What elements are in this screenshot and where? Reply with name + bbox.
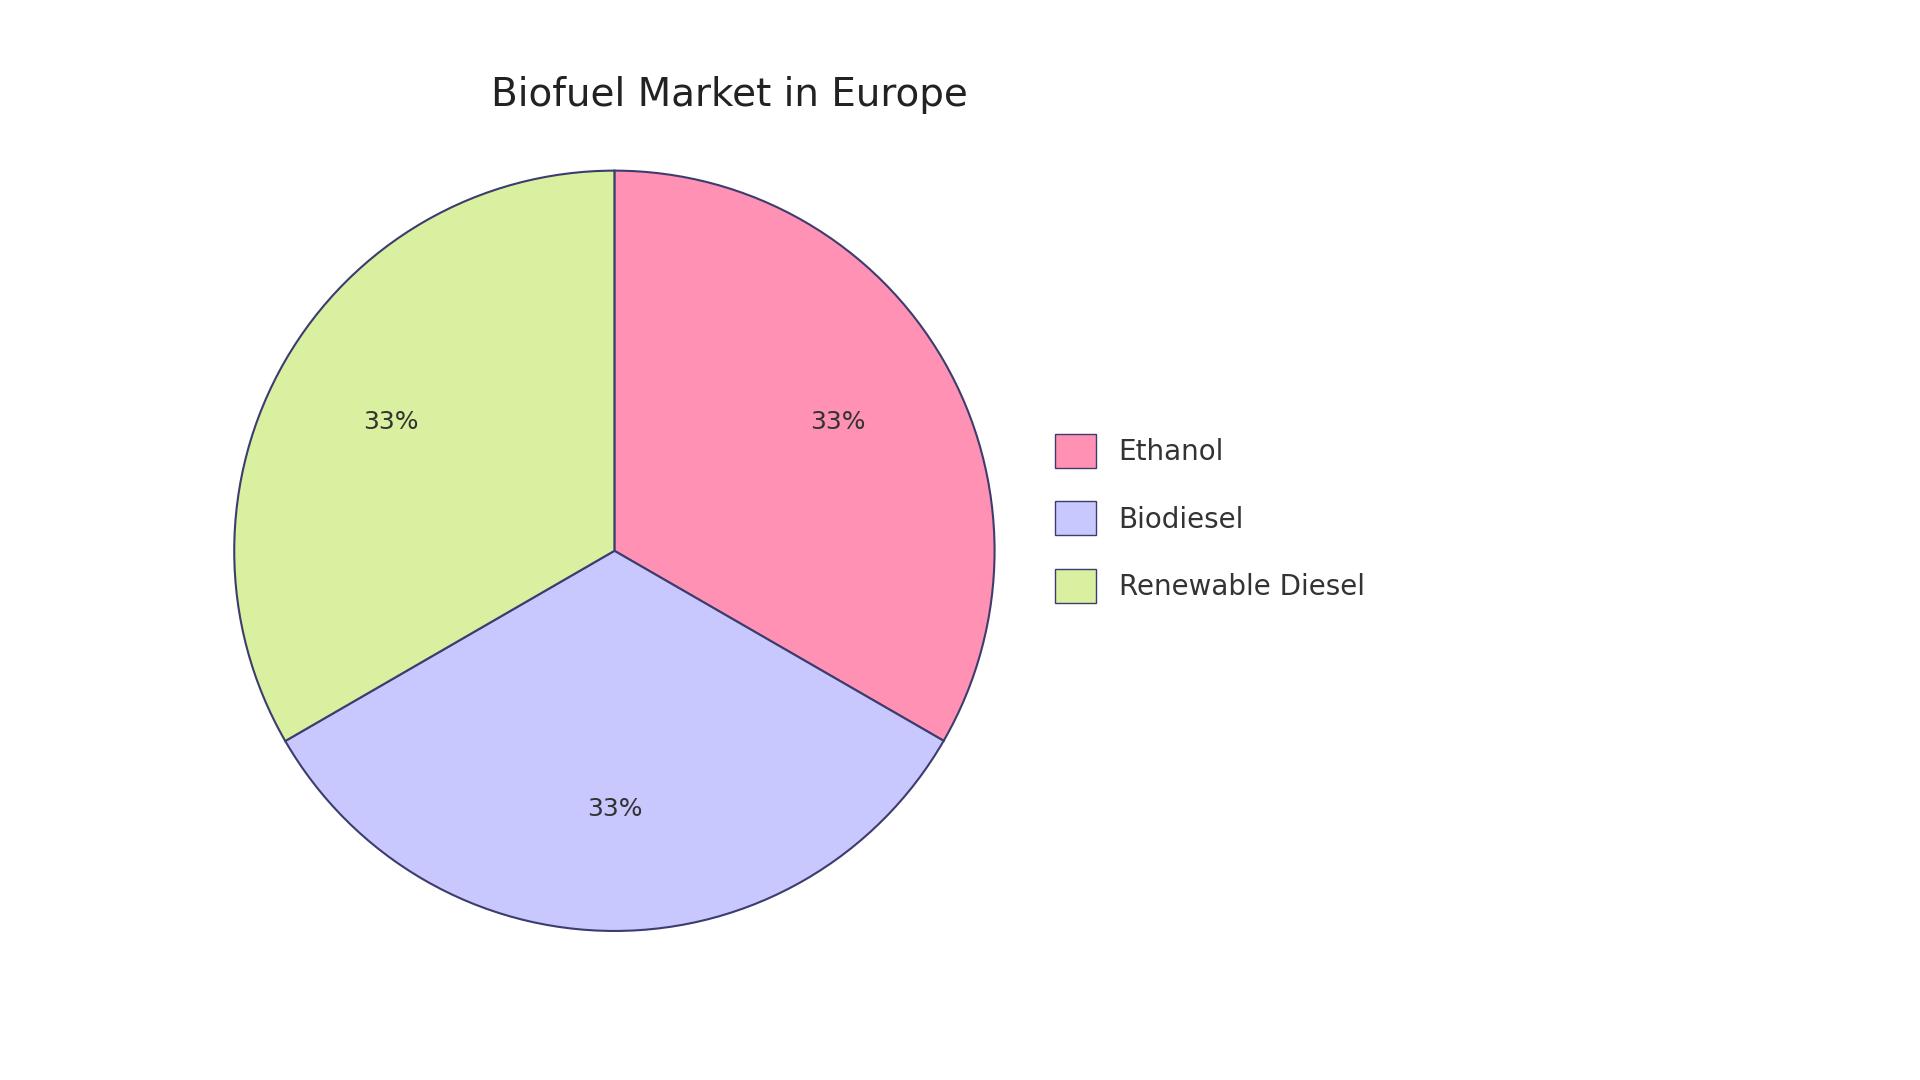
Text: 33%: 33% (363, 409, 419, 433)
Wedge shape (234, 171, 614, 741)
Text: 33%: 33% (588, 797, 641, 821)
Text: 33%: 33% (810, 409, 866, 433)
Wedge shape (286, 551, 943, 931)
Wedge shape (614, 171, 995, 741)
Legend: Ethanol, Biodiesel, Renewable Diesel: Ethanol, Biodiesel, Renewable Diesel (1041, 420, 1379, 617)
Text: Biofuel Market in Europe: Biofuel Market in Europe (492, 76, 968, 113)
